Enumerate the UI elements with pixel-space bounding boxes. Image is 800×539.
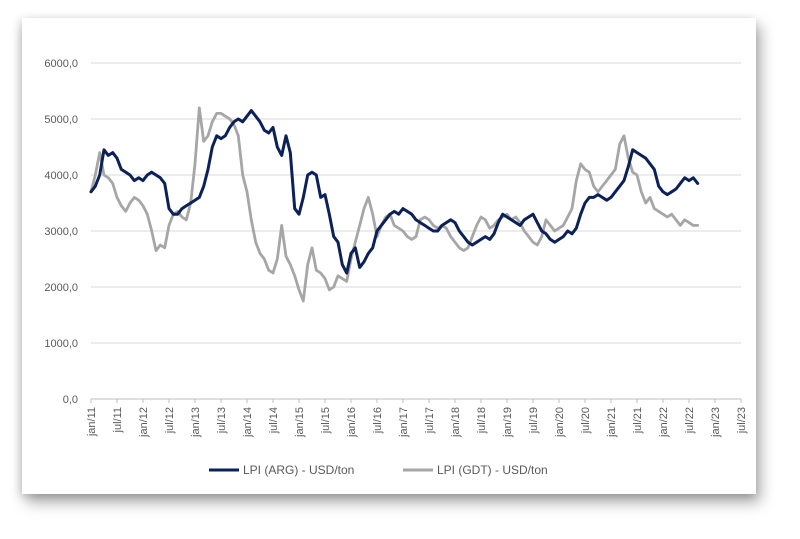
x-tick-label: jul/13 — [216, 407, 228, 434]
x-tick-label: jan/13 — [190, 407, 202, 438]
x-tick-label: jul/14 — [268, 407, 280, 434]
legend: LPI (ARG) - USD/ton LPI (GDT) - USD/ton — [209, 463, 548, 477]
x-tick-label: jul/19 — [528, 407, 540, 434]
x-tick-label: jan/16 — [346, 407, 358, 438]
x-axis-ticks: jan/11 jul/11 jan/12 jul/12 jan/13 jul/13 jan/… — [86, 399, 748, 438]
y-axis-ticks: 6000,0 5000,0 4000,0 3000,0 2000,0 1000,0 0,0 — [44, 58, 78, 406]
x-tick-label: jul/17 — [424, 407, 436, 434]
legend-label: LPI (ARG) - USD/ton — [243, 463, 354, 477]
x-tick-label: jan/14 — [242, 407, 254, 438]
y-tick-label: 5000,0 — [44, 114, 78, 126]
y-tick-label: 0,0 — [63, 394, 78, 406]
x-tick-label: jan/20 — [554, 407, 566, 438]
x-tick-label: jul/21 — [632, 407, 644, 434]
y-tick-label: 3000,0 — [44, 226, 78, 238]
x-tick-label: jan/23 — [710, 407, 722, 438]
x-tick-label: jan/19 — [502, 407, 514, 438]
y-tick-label: 6000,0 — [44, 58, 78, 70]
chart-card — [22, 18, 756, 494]
x-tick-label: jul/20 — [580, 407, 592, 434]
x-tick-label: jul/22 — [684, 407, 696, 434]
legend-label: LPI (GDT) - USD/ton — [437, 463, 548, 477]
x-tick-label: jul/18 — [476, 407, 488, 434]
y-tick-label: 1000,0 — [44, 338, 78, 350]
y-tick-label: 4000,0 — [44, 170, 78, 182]
x-tick-label: jul/12 — [164, 407, 176, 434]
series-line-gdt — [89, 106, 700, 303]
series-lines — [89, 106, 700, 303]
x-tick-label: jul/16 — [372, 407, 384, 434]
x-tick-label: jan/18 — [450, 407, 462, 438]
x-tick-label: jan/12 — [138, 407, 150, 438]
x-tick-label: jul/23 — [736, 407, 748, 434]
x-tick-label: jan/22 — [658, 407, 670, 438]
series-line-arg — [89, 109, 700, 275]
y-tick-label: 2000,0 — [44, 282, 78, 294]
x-tick-label: jan/17 — [398, 407, 410, 438]
x-tick-label: jan/11 — [86, 407, 98, 437]
x-tick-label: jul/15 — [320, 407, 332, 434]
x-tick-label: jul/11 — [112, 407, 124, 433]
x-tick-label: jan/15 — [294, 407, 306, 438]
x-tick-label: jan/21 — [606, 407, 618, 438]
